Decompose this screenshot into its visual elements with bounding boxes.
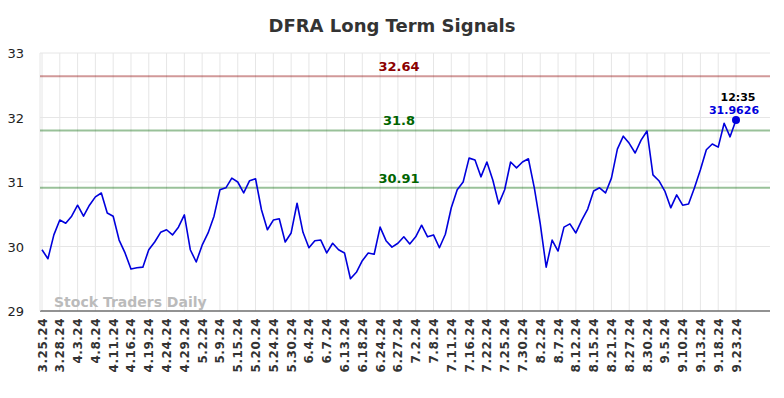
grid-line: [95, 53, 96, 311]
y-tick-label: 31: [7, 175, 24, 190]
last-value-label: 31.9626: [709, 104, 759, 117]
grid-line: [202, 53, 203, 311]
reference-line: [40, 75, 770, 77]
x-tick-label: 7.16.24: [463, 318, 477, 372]
grid-line: [433, 53, 434, 311]
grid-line: [77, 53, 78, 311]
chart: DFRA Long Term Signals29303132333.25.243…: [0, 0, 784, 398]
x-tick-label: 8.7.24: [552, 318, 566, 364]
grid-line: [184, 53, 185, 311]
x-tick-label: 7.2.24: [409, 318, 423, 364]
reference-line: [40, 187, 770, 189]
x-tick-label: 3.28.24: [53, 318, 67, 372]
x-axis: [40, 310, 770, 311]
x-tick-label: 8.12.24: [569, 318, 583, 372]
x-tick-label: 5.15.24: [231, 318, 245, 372]
x-tick-label: 8.15.24: [587, 318, 601, 372]
x-tick-label: 4.29.24: [178, 318, 192, 372]
price-line: [42, 120, 736, 279]
y-tick-label: 30: [7, 240, 24, 255]
grid-line: [540, 53, 541, 311]
plot-marks: [40, 76, 770, 279]
grid-line: [40, 311, 770, 312]
x-tick-label: 6.4.24: [302, 318, 316, 364]
reference-label: 32.64: [378, 59, 419, 74]
x-tick-label: 7.11.24: [445, 318, 459, 372]
x-tick-label: 6.13.24: [338, 318, 352, 372]
grid-line: [148, 53, 149, 311]
x-tick-label: 4.24.24: [160, 318, 174, 372]
x-tick-label: 4.3.24: [71, 318, 85, 364]
reference-line: [40, 129, 770, 131]
grid-line: [130, 53, 131, 311]
x-tick-label: 4.16.24: [124, 318, 138, 372]
grid-line: [451, 53, 452, 311]
x-tick-label: 7.8.24: [427, 318, 441, 364]
grid-line: [59, 53, 60, 311]
grid-line: [629, 53, 630, 311]
grid-line: [486, 53, 487, 311]
watermark: Stock Traders Daily: [54, 294, 207, 310]
grid-line: [664, 53, 665, 311]
y-tick-label: 33: [7, 46, 24, 61]
grid-line: [647, 53, 648, 311]
x-tick-label: 9.10.24: [676, 318, 690, 372]
x-tick-label: 4.8.24: [89, 318, 103, 364]
x-tick-label: 4.19.24: [142, 318, 156, 372]
x-tick-label: 9.23.24: [730, 318, 744, 372]
x-tick-label: 6.24.24: [374, 318, 388, 372]
grid-line: [113, 53, 114, 311]
x-tick-label: 4.11.24: [107, 318, 121, 372]
grid-line: [593, 53, 594, 311]
reference-label: 31.8: [383, 113, 415, 128]
grid-line: [558, 53, 559, 311]
x-tick-label: 6.18.24: [356, 318, 370, 372]
last-point: [732, 116, 740, 124]
grid-line: [308, 53, 309, 311]
x-tick-label: 8.21.24: [605, 318, 619, 372]
x-tick-label: 6.27.24: [391, 318, 405, 372]
x-tick-label: 8.30.24: [641, 318, 655, 372]
x-tick-label: 5.20.24: [249, 318, 263, 372]
grid-line: [718, 53, 719, 311]
grid-line: [522, 53, 523, 311]
y-axis: [40, 53, 41, 311]
x-tick-label: 5.24.24: [267, 318, 281, 372]
x-tick-label: 8.2.24: [534, 318, 548, 364]
grid-line: [40, 246, 770, 247]
x-tick-label: 9.18.24: [712, 318, 726, 372]
x-tick-label: 6.7.24: [320, 318, 334, 364]
grid-line: [42, 53, 43, 311]
grid-line: [362, 53, 363, 311]
grid-line: [166, 53, 167, 311]
grid-line: [344, 53, 345, 311]
grid-line: [682, 53, 683, 311]
grid-line: [700, 53, 701, 311]
time-label: 12:35: [720, 91, 755, 104]
x-tick-label: 5.2.24: [196, 318, 210, 364]
title: DFRA Long Term Signals: [269, 15, 516, 36]
grid-line: [504, 53, 505, 311]
grid-line: [219, 53, 220, 311]
grid-line: [326, 53, 327, 311]
reference-label: 30.91: [378, 171, 419, 186]
grid-line: [611, 53, 612, 311]
grid-line: [575, 53, 576, 311]
x-tick-label: 3.25.24: [36, 318, 50, 372]
x-tick-label: 5.30.24: [285, 318, 299, 372]
y-tick-label: 29: [7, 304, 24, 319]
grid-line: [291, 53, 292, 311]
grid-line: [40, 53, 770, 54]
x-tick-label: 9.5.24: [658, 318, 672, 364]
x-tick-label: 7.25.24: [498, 318, 512, 372]
x-tick-label: 9.13.24: [694, 318, 708, 372]
y-tick-label: 32: [7, 111, 24, 126]
x-tick-label: 7.30.24: [516, 318, 530, 372]
grid-line: [469, 53, 470, 311]
grid-line: [273, 53, 274, 311]
x-tick-label: 7.22.24: [480, 318, 494, 372]
x-tick-label: 5.9.24: [213, 318, 227, 364]
x-tick-label: 8.27.24: [623, 318, 637, 372]
